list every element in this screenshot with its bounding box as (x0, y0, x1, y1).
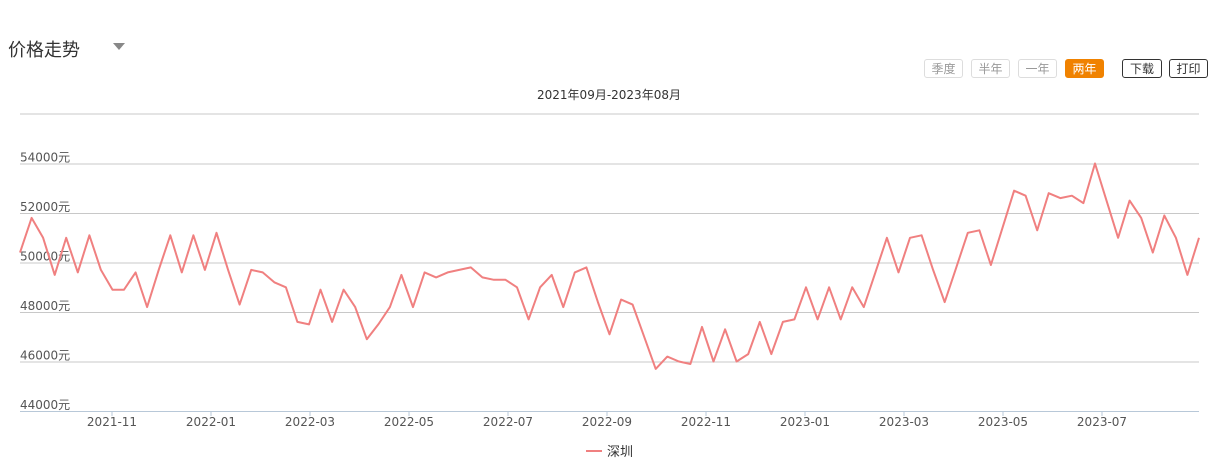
page-title: 价格走势 (8, 40, 80, 61)
x-tick-label: 2023-07 (1077, 415, 1127, 429)
chart-subtitle: 2021年09月-2023年08月 (537, 88, 681, 102)
y-tick-label: 46000元 (20, 349, 70, 363)
x-tick-label: 2021-11 (87, 415, 137, 429)
y-tick-label: 54000元 (20, 151, 70, 165)
range-button-one-year[interactable]: 一年 (1018, 59, 1057, 78)
x-tick-label: 2022-07 (483, 415, 533, 429)
x-tick-label: 2022-03 (285, 415, 335, 429)
legend[interactable]: 深圳 (586, 445, 633, 460)
x-tick-label: 2023-05 (978, 415, 1028, 429)
range-button-two-years[interactable]: 两年 (1065, 59, 1104, 78)
y-tick-label: 44000元 (20, 398, 70, 412)
range-button-half-year[interactable]: 半年 (971, 59, 1010, 78)
series-line-shenzhen (19, 162, 1200, 370)
y-tick-label: 52000元 (20, 200, 70, 214)
y-tick-label: 50000元 (20, 250, 70, 264)
legend-label: 深圳 (607, 445, 633, 460)
x-tick-label: 2023-01 (780, 415, 830, 429)
x-tick-label: 2022-05 (384, 415, 434, 429)
x-tick-label: 2023-03 (879, 415, 929, 429)
y-tick-label: 48000元 (20, 299, 70, 313)
x-tick-label: 2022-09 (582, 415, 632, 429)
download-button[interactable]: 下载 (1122, 59, 1162, 78)
x-tick-label: 2022-01 (186, 415, 236, 429)
range-button-quarter[interactable]: 季度 (924, 59, 963, 78)
x-tick-label: 2022-11 (681, 415, 731, 429)
print-button[interactable]: 打印 (1169, 59, 1208, 78)
chevron-down-icon[interactable] (113, 43, 125, 50)
